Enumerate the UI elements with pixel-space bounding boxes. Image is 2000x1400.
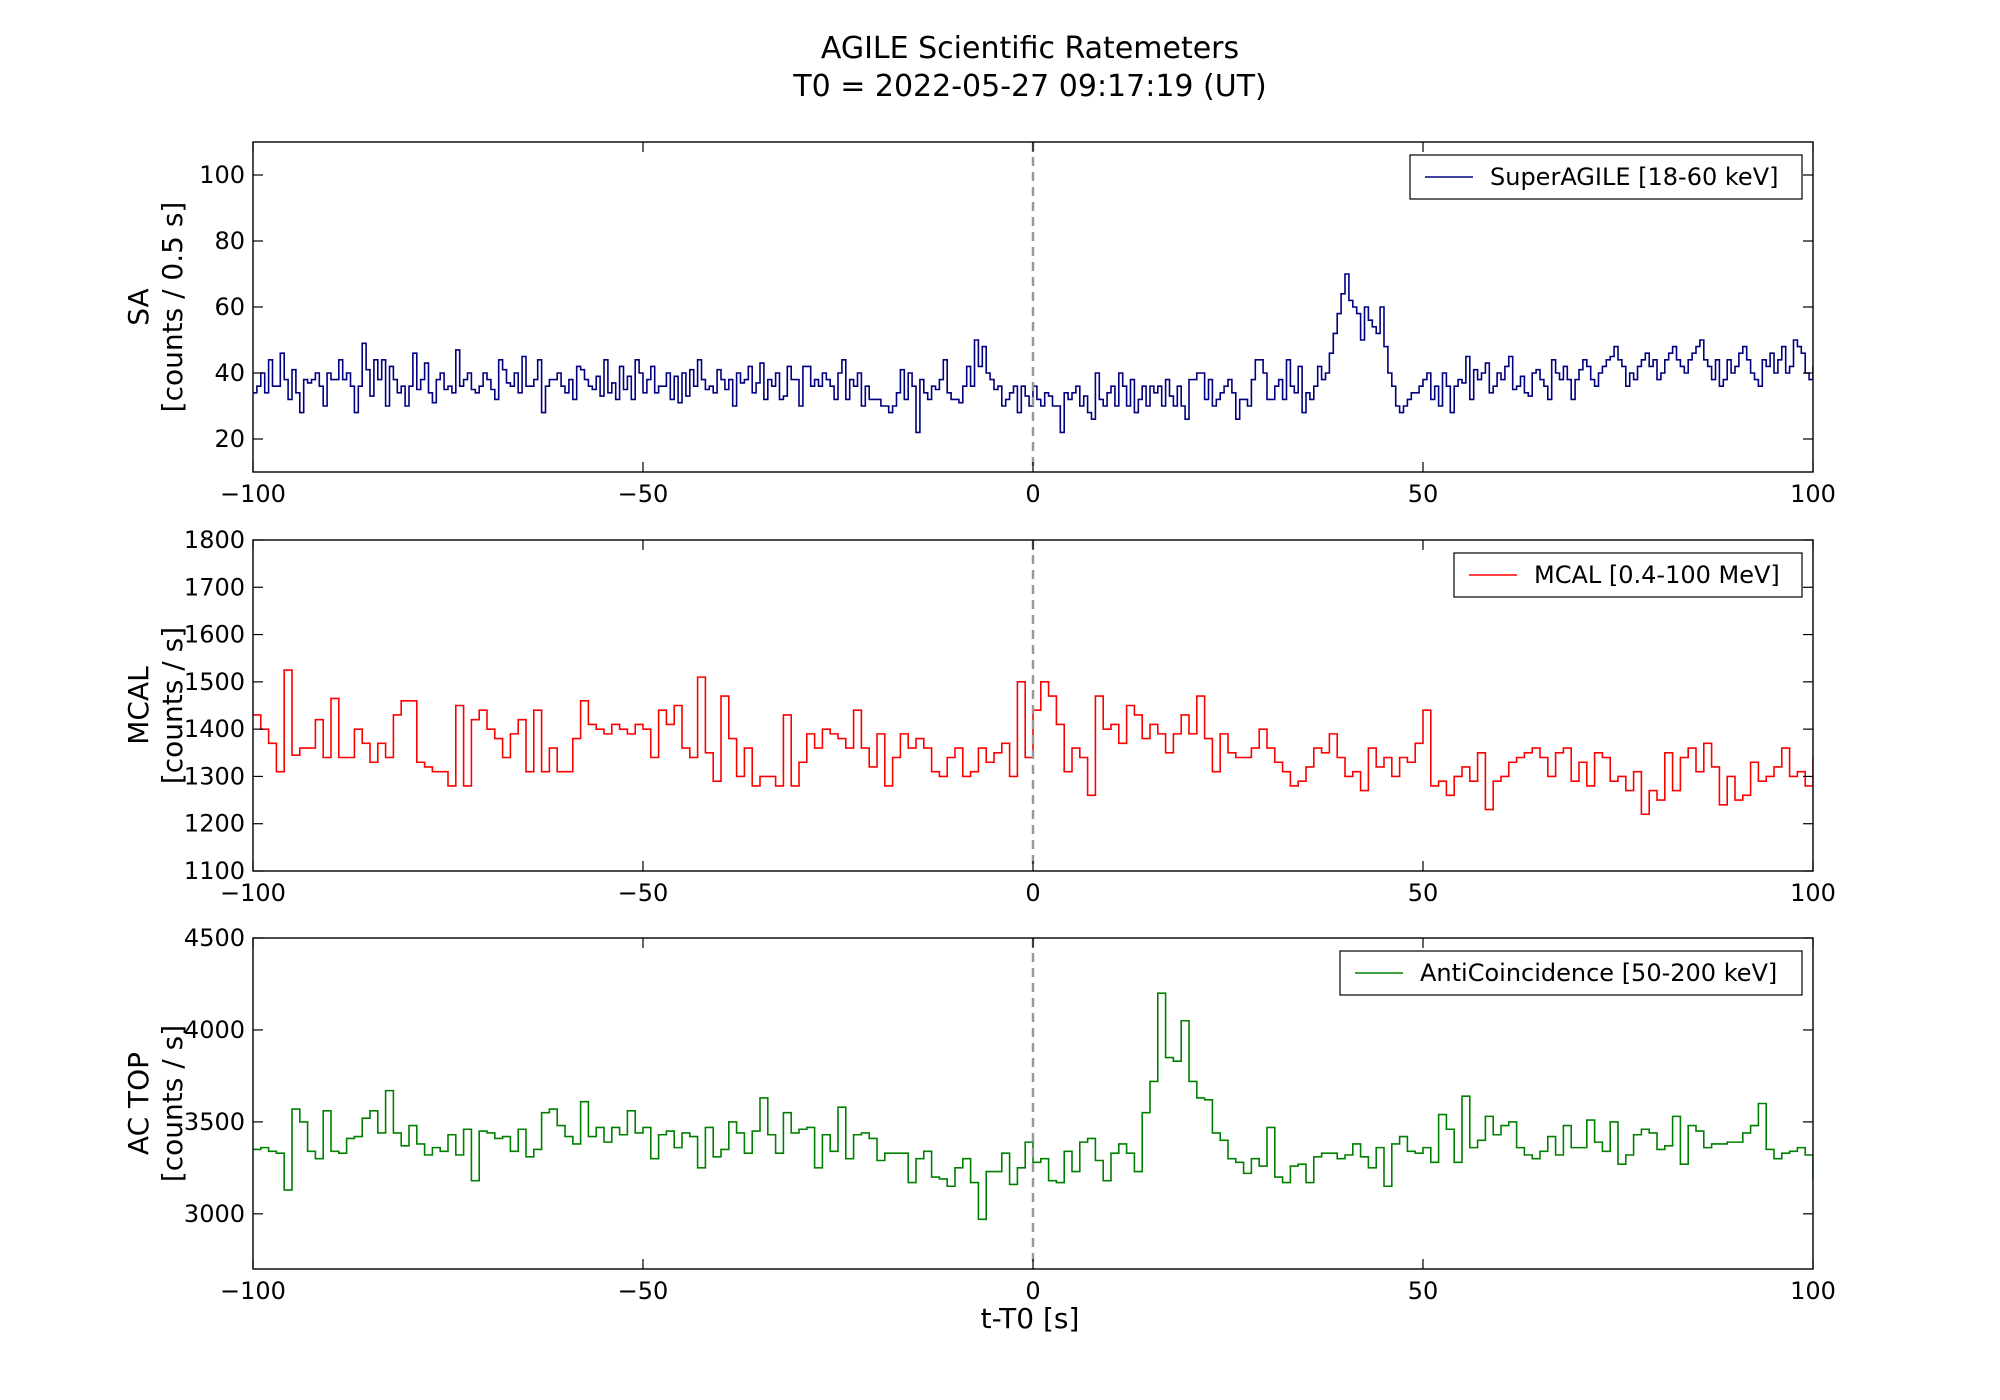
x-tick-label: 100	[1790, 879, 1836, 907]
x-tick-label: 50	[1408, 1277, 1439, 1305]
y-tick-label: 1400	[184, 715, 245, 743]
y-tick-label: 3500	[184, 1108, 245, 1136]
legend-label: SuperAGILE [18-60 keV]	[1490, 163, 1778, 191]
panels-group: −100 −50 0 50 100 20 40 60 80 100 SA [counts / 0.5 …	[122, 141, 1836, 1305]
data-series-line	[253, 273, 1813, 434]
panel-2: −100 −50 0 50 100 1100 1200 1300 1400 1500 1600 170…	[122, 526, 1836, 907]
y-tick-label: 3000	[184, 1200, 245, 1228]
y-tick-label: 1700	[184, 573, 245, 601]
y-tick-label: 1300	[184, 762, 245, 790]
y-tick-label: 1500	[184, 668, 245, 696]
y-tick-label: 60	[214, 293, 245, 321]
y-tick-label: 4000	[184, 1016, 245, 1044]
x-tick-label: 0	[1025, 1277, 1040, 1305]
y-tick-label: 1800	[184, 526, 245, 554]
y-tick-label: 1600	[184, 621, 245, 649]
y-axis-label: [counts / s]	[156, 1025, 189, 1182]
legend-label: AntiCoincidence [50-200 keV]	[1420, 959, 1777, 987]
y-tick-label: 1200	[184, 810, 245, 838]
x-tick-label: 100	[1790, 480, 1836, 508]
data-series-line	[253, 669, 1813, 816]
x-tick-label: −100	[220, 879, 286, 907]
x-tick-label: 100	[1790, 1277, 1836, 1305]
y-tick-label: 1100	[184, 857, 245, 885]
x-tick-label: −100	[220, 480, 286, 508]
x-tick-label: −100	[220, 1277, 286, 1305]
x-tick-label: 0	[1025, 879, 1040, 907]
y-axis-label: AC TOP	[122, 1052, 155, 1155]
x-axis-label: t-T0 [s]	[981, 1302, 1080, 1335]
y-tick-label: 40	[214, 359, 245, 387]
y-tick-label: 4500	[184, 924, 245, 952]
legend-box	[1409, 154, 1803, 200]
y-axis-label: MCAL	[122, 666, 155, 745]
legend-label: MCAL [0.4-100 MeV]	[1534, 561, 1780, 589]
x-tick-label: 50	[1408, 879, 1439, 907]
y-axis-label: [counts / s]	[156, 627, 189, 784]
chart-subtitle: T0 = 2022-05-27 09:17:19 (UT)	[792, 69, 1266, 104]
data-series-line	[253, 992, 1813, 1221]
legend-box	[1339, 950, 1803, 996]
x-tick-label: 50	[1408, 480, 1439, 508]
y-tick-label: 100	[199, 161, 245, 189]
chart-title: AGILE Scientific Ratemeters	[821, 31, 1239, 66]
x-tick-label: −50	[618, 480, 669, 508]
panel-1: −100 −50 0 50 100 20 40 60 80 100 SA [counts / 0.5 …	[122, 141, 1836, 508]
x-tick-label: −50	[618, 879, 669, 907]
y-tick-label: 20	[214, 425, 245, 453]
x-tick-label: 0	[1025, 480, 1040, 508]
y-axis-label: [counts / 0.5 s]	[156, 202, 189, 413]
x-tick-label: −50	[618, 1277, 669, 1305]
panel-3: −100 −50 0 50 100 3000 3500 4000 4500 AC TOP [coun…	[122, 924, 1836, 1305]
y-axis-label: SA	[122, 288, 155, 325]
y-tick-label: 80	[214, 227, 245, 255]
